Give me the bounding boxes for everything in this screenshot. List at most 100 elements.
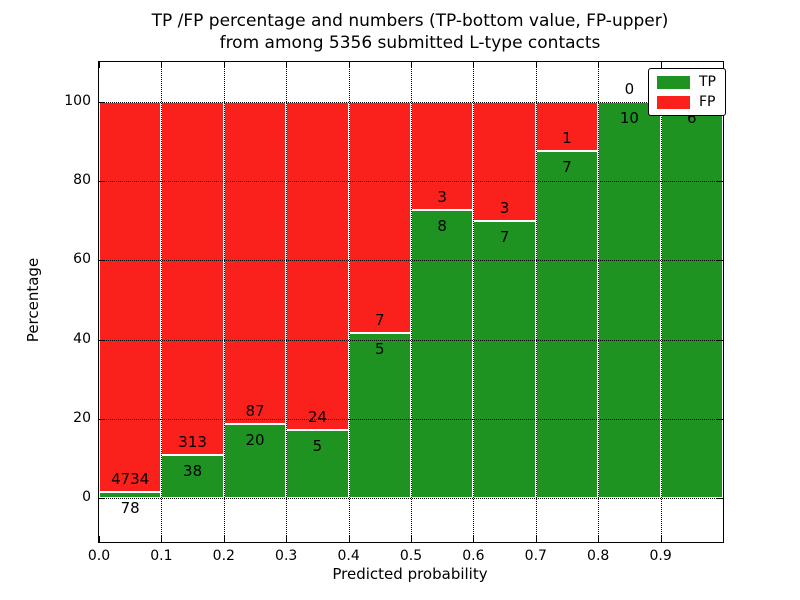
- chart-title-line1: TP /FP percentage and numbers (TP-bottom…: [151, 11, 669, 31]
- x-tick-mark: [535, 536, 537, 542]
- tp-count-label: 5: [312, 436, 323, 455]
- vertical-gridline: [286, 62, 288, 542]
- fp-bar-segment: [286, 101, 349, 430]
- y-axis-label: Percentage: [24, 257, 42, 343]
- x-tick-mark: [286, 536, 288, 542]
- tp-count-label: 20: [245, 431, 265, 450]
- fp-count-label: 7: [375, 311, 385, 330]
- x-tick-mark-top: [535, 62, 537, 68]
- fp-count-label: 87: [245, 402, 265, 421]
- fp-legend-label: FP: [699, 94, 716, 110]
- y-tick-label: 60: [73, 251, 91, 268]
- fp-count-label: 3: [499, 198, 510, 217]
- vertical-gridline: [161, 62, 163, 542]
- y-tick-mark: [99, 419, 105, 421]
- tp-bar-segment: [286, 429, 349, 499]
- fp-legend-swatch: [657, 95, 690, 109]
- legend: TP FP: [648, 68, 726, 116]
- x-tick-mark: [99, 536, 100, 542]
- fp-bar-segment: [99, 101, 162, 492]
- tp-bar-segment: [598, 101, 661, 499]
- x-tick-mark: [223, 536, 225, 542]
- fp-bar-segment: [223, 101, 287, 425]
- x-tick-mark-top: [473, 62, 475, 68]
- vertical-gridline: [348, 62, 350, 542]
- y-tick-label: 40: [73, 330, 91, 347]
- tp-count-label: 10: [619, 108, 639, 127]
- fp-count-label: 0: [624, 79, 635, 98]
- chart-title: TP /FP percentage and numbers (TP-bottom…: [98, 10, 722, 54]
- x-tick-mark-top: [223, 62, 225, 68]
- tp-count-label: 7: [562, 158, 572, 177]
- x-tick-mark-top: [286, 62, 288, 68]
- tp-count-label: 7: [499, 227, 510, 246]
- fp-count-label: 1: [562, 129, 572, 148]
- x-tick-label: 0.8: [587, 548, 610, 564]
- y-tick-label: 20: [73, 410, 91, 427]
- fp-count-label: 4734: [111, 469, 150, 488]
- x-tick-mark: [473, 536, 475, 542]
- y-tick-label: 80: [73, 172, 91, 188]
- tp-legend-swatch: [657, 75, 690, 89]
- tp-count-label: 8: [437, 216, 447, 235]
- fp-bar-segment: [348, 101, 411, 334]
- vertical-gridline: [535, 62, 537, 542]
- y-tick-mark-right: [717, 339, 723, 341]
- x-tick-mark-top: [348, 62, 350, 68]
- tp-bar-segment: [348, 333, 411, 499]
- y-tick-mark: [99, 260, 105, 262]
- x-tick-mark-top: [660, 62, 662, 68]
- x-tick-mark: [598, 536, 600, 542]
- x-axis-label: Predicted probability: [332, 565, 488, 583]
- x-tick-label: 0.0: [87, 548, 111, 564]
- tp-count-label: 78: [120, 498, 140, 517]
- tp-legend-label: TP: [699, 74, 716, 90]
- tp-bar-segment: [473, 220, 536, 499]
- y-tick-mark-right: [717, 181, 723, 182]
- tp-bar-segment: [660, 101, 723, 499]
- x-tick-mark: [660, 536, 662, 542]
- tp-bar-segment: [535, 151, 599, 499]
- tp-bar-segment: [161, 455, 224, 499]
- tp-bar-segment: [411, 209, 474, 499]
- x-tick-label: 0.3: [275, 548, 298, 564]
- y-tick-mark: [99, 181, 105, 182]
- fp-bar-segment: [535, 101, 599, 152]
- y-tick-label: 100: [64, 92, 91, 109]
- chart-title-line2: from among 5356 submitted L-type contact…: [219, 33, 601, 53]
- x-tick-label: 0.7: [524, 548, 547, 564]
- y-tick-label: 0: [82, 489, 91, 506]
- y-tick-mark: [99, 339, 105, 341]
- y-tick-mark: [99, 498, 105, 500]
- tp-count-label: 5: [375, 340, 385, 358]
- x-tick-label: 0.1: [150, 548, 173, 564]
- vertical-gridline: [598, 62, 600, 542]
- y-tick-mark-right: [717, 419, 723, 421]
- y-tick-mark-right: [717, 498, 723, 500]
- vertical-gridline: [223, 62, 225, 542]
- legend-item-fp: FP: [657, 94, 716, 110]
- x-tick-mark-top: [161, 62, 163, 68]
- x-tick-label: 0.9: [649, 548, 672, 564]
- fp-count-label: 313: [178, 433, 207, 452]
- tp-count-label: 38: [183, 462, 203, 481]
- x-tick-mark: [411, 536, 412, 542]
- legend-item-tp: TP: [657, 74, 716, 90]
- tp-count-label: 6: [687, 108, 697, 127]
- y-tick-mark: [99, 101, 105, 103]
- tp-bar-segment: [99, 491, 162, 499]
- x-tick-mark-top: [598, 62, 600, 68]
- x-tick-label: 0.4: [337, 548, 360, 564]
- fp-count-label: 24: [307, 408, 327, 426]
- vertical-gridline: [660, 62, 662, 542]
- fp-count-label: 3: [437, 187, 447, 206]
- y-tick-mark-right: [717, 260, 723, 262]
- x-tick-label: 0.2: [212, 548, 235, 564]
- x-tick-label: 0.6: [462, 548, 485, 564]
- x-tick-mark-top: [99, 62, 100, 68]
- x-tick-label: 0.5: [399, 548, 423, 564]
- fp-bar-segment: [473, 101, 536, 221]
- vertical-gridline: [411, 62, 412, 542]
- x-tick-mark-top: [411, 62, 412, 68]
